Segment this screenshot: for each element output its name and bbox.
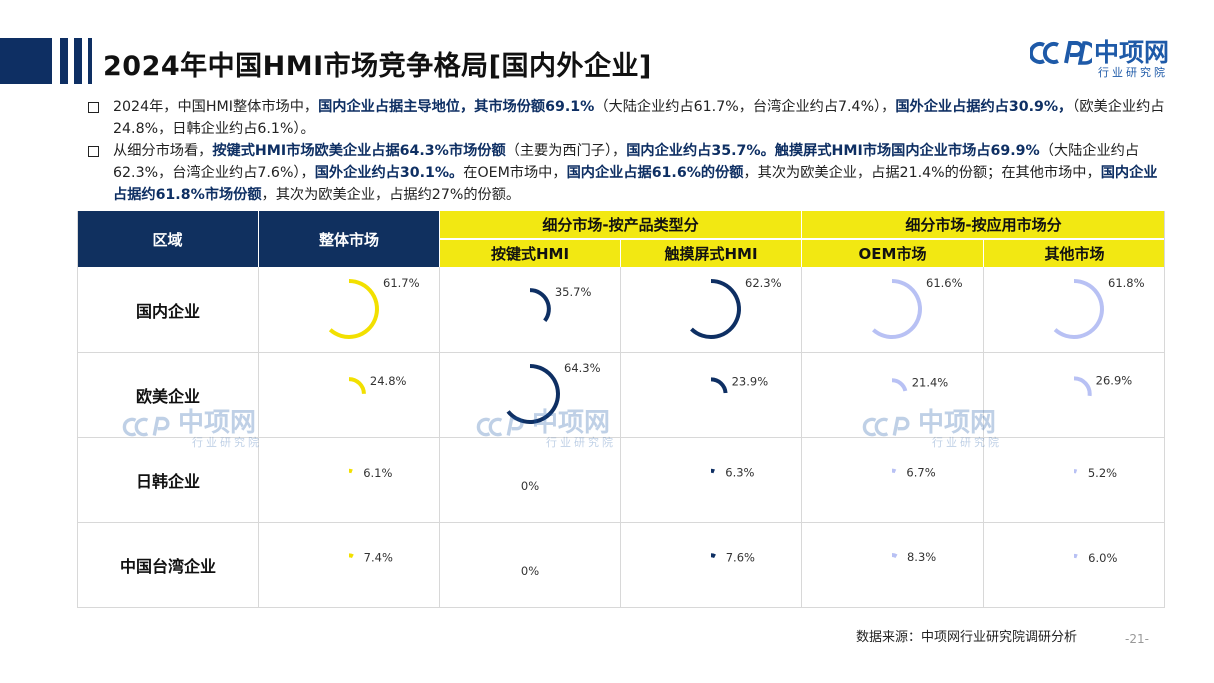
gauge-value-label: 0% — [521, 564, 539, 578]
gauge-value-label: 64.3% — [564, 361, 601, 375]
bullet-highlight-text: 国内企业占据61.6%的份额 — [566, 165, 744, 181]
gauge-arc — [1073, 376, 1092, 397]
bullet-highlight-text: 国外企业约占30.1%。 — [314, 165, 464, 181]
gauge-value-label: 8.3% — [907, 550, 936, 564]
page-title: 2024年中国HMI市场竞争格局[国内外企业] — [103, 51, 652, 82]
header-group-product: 细分市场-按产品类型分 — [440, 211, 801, 238]
table-border — [77, 211, 78, 608]
gauge-value-label: 24.8% — [370, 374, 407, 388]
gauge-arc — [872, 279, 922, 339]
title-deco-bar — [88, 38, 92, 84]
header-other-market: 其他市场 — [984, 240, 1165, 267]
bullet-highlight-text: 国内企业占据主导地位，其市场份额69.1% — [318, 99, 595, 115]
gauge-value-label: 0% — [521, 479, 539, 493]
title-deco-bar — [60, 38, 68, 84]
gauge-arc — [710, 553, 716, 559]
page-number: -21- — [1125, 632, 1149, 646]
row-label-europe-us: 欧美企业 — [135, 386, 200, 406]
row-label-domestic: 国内企业 — [135, 301, 200, 321]
bullet-plain-text: 在OEM市场中， — [463, 165, 567, 181]
market-share-table: 区域 整体市场 细分市场-按产品类型分 细分市场-按应用市场分 按键式HMI 触… — [77, 211, 1165, 608]
row-divider — [77, 437, 1165, 438]
header-overall: 整体市场 — [259, 211, 439, 267]
bullet-plain-text: （主要为西门子）， — [505, 143, 627, 159]
gauge-value-label: 6.0% — [1088, 551, 1117, 565]
header-keypad-hmi: 按键式HMI — [440, 240, 620, 267]
gauge-value-label: 35.7% — [555, 285, 592, 299]
gauge-value-label: 62.3% — [745, 276, 782, 290]
gauge-arc — [529, 288, 551, 322]
row-divider — [77, 352, 1165, 353]
table-border — [1164, 211, 1165, 608]
gauge-value-label: 21.4% — [912, 375, 949, 389]
gauge-value-label: 7.6% — [726, 550, 755, 564]
bullet-square-icon — [88, 102, 99, 113]
row-label-japan-korea: 日韩企业 — [135, 471, 200, 491]
ccpd-logo-icon — [1028, 41, 1097, 65]
brand-logo: 中项网 行业研究院 — [1028, 33, 1190, 83]
brand-subtitle: 行业研究院 — [1098, 66, 1168, 79]
header-touch-hmi: 触摸屏式HMI — [621, 240, 801, 267]
bullet-plain-text: 2024年，中国HMI整体市场中， — [113, 99, 319, 115]
summary-bullets: 2024年，中国HMI整体市场中，国内企业占据主导地位，其市场份额69.1%（大… — [86, 96, 1166, 206]
header-oem-market: OEM市场 — [802, 240, 983, 267]
gauge-arc — [1073, 553, 1078, 559]
gauge-arc — [348, 377, 366, 395]
title-deco-block — [0, 38, 52, 84]
bullet-highlight-text: 国内企业占据约61.8%市场份额 — [113, 165, 1158, 203]
bullet-plain-text: （大陆企业约占62.3%，台湾企业约占7.6%）， — [113, 143, 1140, 181]
row-divider — [77, 522, 1165, 523]
gauge-arc — [690, 279, 741, 339]
bullet-square-icon — [88, 146, 99, 157]
gauge-value-label: 26.9% — [1096, 373, 1133, 387]
gauge-arc — [1053, 279, 1104, 339]
bullet-text: 2024年，中国HMI整体市场中，国内企业占据主导地位，其市场份额69.1%（大… — [113, 99, 1164, 137]
bullet-plain-text: 从细分市场看， — [113, 143, 213, 159]
gauge-arc — [348, 468, 353, 474]
bullet-1: 2024年，中国HMI整体市场中，国内企业占据主导地位，其市场份额69.1%（大… — [86, 96, 1166, 140]
brand-name: 中项网 — [1094, 38, 1170, 67]
gauge-arc — [891, 378, 908, 392]
gauge-value-label: 61.6% — [926, 276, 963, 290]
gauge-value-label: 61.8% — [1108, 276, 1145, 290]
row-divider — [77, 607, 1165, 608]
gauge-arc — [710, 468, 715, 474]
title-deco-bar — [74, 38, 82, 84]
row-label-taiwan: 中国台湾企业 — [119, 556, 216, 576]
bullet-text: 从细分市场看，按键式HMI市场欧美企业占据64.3%市场份额（主要为西门子），国… — [113, 143, 1157, 203]
bullet-2: 从细分市场看，按键式HMI市场欧美企业占据64.3%市场份额（主要为西门子），国… — [86, 140, 1166, 206]
bullet-plain-text: （欧美企业约占24.8%，日韩企业约占6.1%）。 — [113, 99, 1165, 137]
gauge-arc — [506, 364, 560, 424]
bullet-highlight-text: 国内企业约占35.7%。触摸屏式HMI市场国内企业市场占69.9% — [626, 143, 1040, 159]
gauge-value-label: 6.7% — [906, 466, 935, 480]
bullet-highlight-text: 按键式HMI市场欧美企业占据64.3%市场份额 — [212, 143, 506, 159]
gauge-value-label: 61.7% — [383, 276, 420, 290]
bullet-plain-text: ，其次为欧美企业，占据约27%的份额。 — [261, 187, 521, 203]
gauge-arc — [891, 468, 897, 474]
gauge-value-label: 6.1% — [363, 466, 392, 480]
header-group-application: 细分市场-按应用市场分 — [802, 211, 1165, 238]
gauge-arc — [710, 377, 728, 394]
gauge-chart-layer: 61.7% 35.7% 62.3% 61.6% 61.8% 24.8% 64.3% 23.9%… — [328, 276, 1145, 578]
gauge-value-label: 5.2% — [1088, 466, 1117, 480]
gauge-value-label: 23.9% — [732, 374, 769, 388]
header-region: 区域 — [77, 211, 258, 267]
gauge-arc — [328, 279, 379, 339]
gauge-value-label: 6.3% — [725, 466, 754, 480]
bullet-highlight-text: 国外企业占据约占30.9%， — [895, 99, 1073, 115]
gauge-value-label: 7.4% — [364, 550, 393, 564]
gauge-arc — [348, 553, 354, 559]
data-source-note: 数据来源：中项网行业研究院调研分析 — [856, 630, 1078, 645]
bullet-plain-text: ，其次为欧美企业，占据21.4%的份额；在其他市场中， — [743, 165, 1101, 181]
gauge-arc — [891, 553, 898, 559]
bullet-plain-text: （大陆企业约占61.7%，台湾企业约占7.4%）， — [594, 99, 896, 115]
